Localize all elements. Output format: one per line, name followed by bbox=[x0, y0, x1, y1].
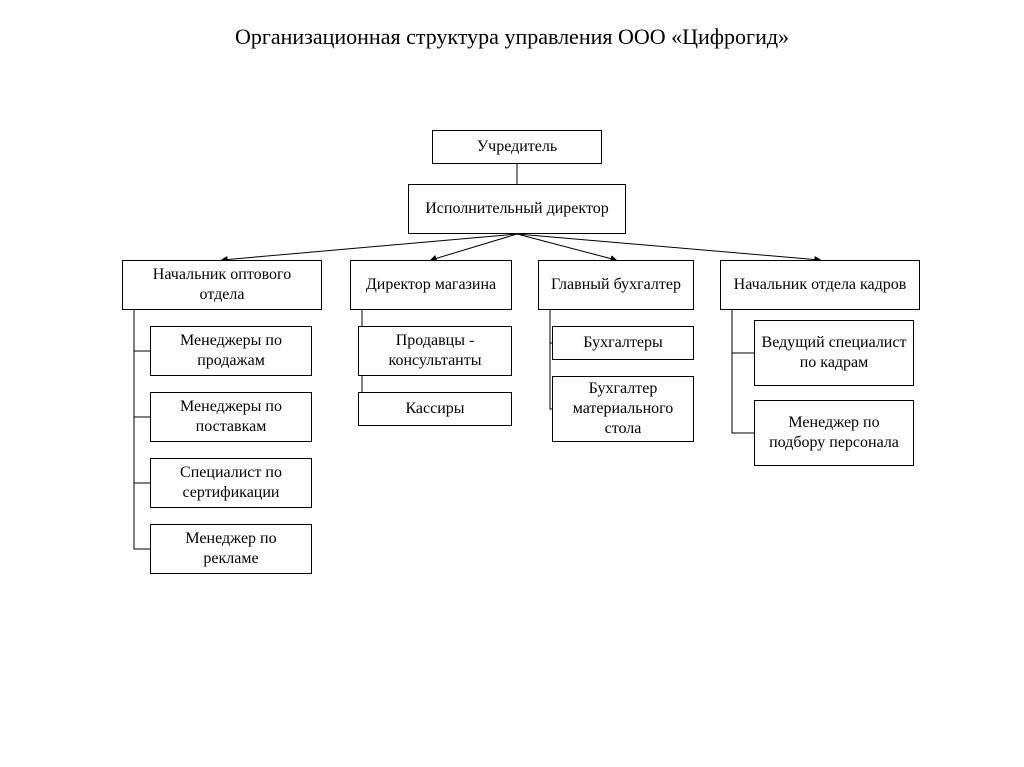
node-supply: Менеджеры по поставкам bbox=[150, 392, 312, 442]
node-storedir: Директор магазина bbox=[350, 260, 512, 310]
node-founder: Учредитель bbox=[432, 130, 602, 164]
node-recruiter: Менеджер по подбору персонала bbox=[754, 400, 914, 466]
node-accs: Бухгалтеры bbox=[552, 326, 694, 360]
node-sales: Менеджеры по продажам bbox=[150, 326, 312, 376]
node-matacc: Бухгалтер материального стола bbox=[552, 376, 694, 442]
node-cert: Специалист по сертификации bbox=[150, 458, 312, 508]
node-sellers: Продавцы - консультанты bbox=[358, 326, 512, 376]
node-chiefacc: Главный бухгалтер bbox=[538, 260, 694, 310]
node-execdir: Исполнительный директор bbox=[408, 184, 626, 234]
node-wholesale: Начальник оптового отдела bbox=[122, 260, 322, 310]
node-cashiers: Кассиры bbox=[358, 392, 512, 426]
org-chart: Учредитель Исполнительный директор Начальн… bbox=[0, 0, 1024, 767]
node-hrhead: Начальник отдела кадров bbox=[720, 260, 920, 310]
node-hrspec: Ведущий специалист по кадрам bbox=[754, 320, 914, 386]
node-ads: Менеджер по рекламе bbox=[150, 524, 312, 574]
